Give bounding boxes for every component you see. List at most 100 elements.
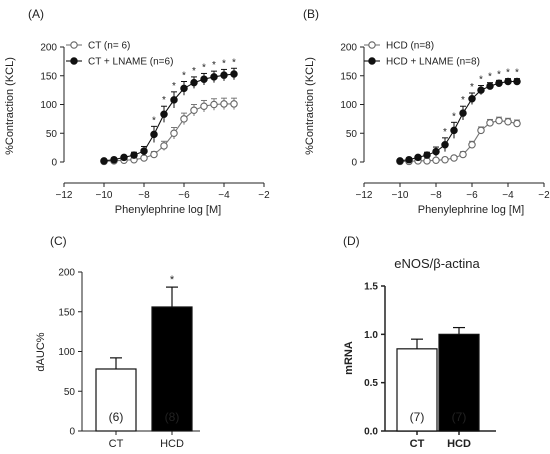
data-point <box>450 126 458 135</box>
y-tick-label: 0 <box>51 158 57 169</box>
significance-star: * <box>515 68 519 79</box>
y-tick-label: 50 <box>64 387 76 398</box>
bar <box>396 348 438 432</box>
data-point <box>210 73 218 81</box>
y-tick-label: 1.0 <box>364 330 378 341</box>
y-tick-label: 0 <box>69 427 75 438</box>
data-point <box>120 153 128 162</box>
data-point <box>140 154 148 162</box>
data-point <box>441 155 449 164</box>
data-point <box>170 96 178 104</box>
data-point <box>432 156 440 165</box>
x-tick-label: −10 <box>392 190 409 201</box>
data-point <box>423 151 431 159</box>
data-point <box>486 119 494 127</box>
data-point <box>200 102 208 110</box>
x-tick-label: −6 <box>466 190 478 201</box>
x-tick-label: −4 <box>502 190 514 201</box>
legend-entry: CT (n= 6) <box>88 41 130 52</box>
x-tick-label: −12 <box>56 190 73 201</box>
y-tick-label: 50 <box>46 129 58 140</box>
data-point <box>477 126 485 135</box>
data-point <box>150 130 158 139</box>
panel-label-d: (D) <box>343 234 360 248</box>
data-point <box>190 78 198 87</box>
data-point <box>210 100 218 109</box>
data-point <box>180 115 188 123</box>
plot-area: CT (n= 6) CT + LNAME (n=6) * * * * * * * * * <box>66 41 238 166</box>
panel-b: (B) %Contraction (KCL) Phenylephrine log… <box>303 7 550 216</box>
significance-star: * <box>470 82 474 93</box>
data-point <box>504 77 512 86</box>
y-axis-label: mRNA <box>343 341 355 375</box>
significance-star: * <box>212 60 216 71</box>
y-tick-label: 150 <box>40 71 57 82</box>
significance-star: * <box>192 66 196 77</box>
data-point <box>432 147 440 156</box>
x-axis-label: Phenylephrine log [M] <box>418 204 524 216</box>
data-point <box>495 116 503 125</box>
significance-star: * <box>488 72 492 83</box>
data-point <box>140 147 148 155</box>
significance-star: * <box>452 111 456 122</box>
x-tick-label: −12 <box>356 190 373 201</box>
series-line <box>103 73 235 162</box>
data-point <box>396 157 404 165</box>
significance-star: * <box>443 127 447 138</box>
data-point <box>170 129 178 138</box>
panel-label-a: (A) <box>28 7 44 21</box>
data-point <box>150 150 158 159</box>
bar-n-label: (8) <box>165 410 180 424</box>
data-point <box>405 155 413 164</box>
y-axis-label: %Contraction (KCL) <box>304 57 316 155</box>
data-point <box>504 118 512 126</box>
legend-marker <box>70 41 78 49</box>
significance-star: * <box>170 274 175 286</box>
significance-star: * <box>232 57 236 68</box>
x-tick-label: −10 <box>96 190 113 201</box>
x-tick-label: CT <box>109 438 124 450</box>
panel-a: (A) %Contraction (KCL) Phenylephrine log… <box>4 7 270 216</box>
y-tick-label: 200 <box>58 268 75 279</box>
y-tick-label: 100 <box>340 100 357 111</box>
y-tick-label: 200 <box>40 43 57 54</box>
data-point <box>110 155 118 164</box>
y-tick-label: 0.0 <box>364 427 378 438</box>
data-point <box>513 77 521 86</box>
data-point <box>414 153 422 162</box>
data-point <box>459 150 467 159</box>
data-point <box>100 157 108 165</box>
data-point <box>130 151 138 159</box>
data-point <box>468 95 476 103</box>
plot-area: HCD (n=8) HCD + LNAME (n=8) * * * * * * * * * <box>364 41 521 166</box>
x-tick-label: −2 <box>538 190 550 201</box>
x-tick-label: −4 <box>218 190 230 201</box>
data-point <box>441 141 449 149</box>
legend-entry: CT + LNAME (n=6) <box>88 57 173 68</box>
x-tick-label: −8 <box>430 190 442 201</box>
y-tick-label: 0.5 <box>364 378 378 389</box>
legend-marker <box>70 57 78 65</box>
bar-n-label: (7) <box>452 410 467 424</box>
panel-d: (D) eNOS/β-actina mRNA 0.0 0.5 1.0 1.5 CT HCD… <box>343 234 496 450</box>
x-axis-label: Phenylephrine log [M] <box>115 204 221 216</box>
bar-n-label: (7) <box>410 410 425 424</box>
y-axis-label: dAUC% <box>35 332 47 371</box>
data-point <box>468 141 476 149</box>
y-tick-label: 200 <box>340 43 357 54</box>
axis-ticks: 0 50 100 150 200 −12 −10 −8 −6 −4 −2 <box>340 43 550 202</box>
legend-marker <box>368 57 376 65</box>
significance-star: * <box>182 71 186 82</box>
data-point <box>160 142 168 150</box>
axis-ticks: 0.0 0.5 1.0 1.5 CT HCD <box>364 282 496 450</box>
y-tick-label: 100 <box>58 347 75 358</box>
significance-star: * <box>497 69 501 80</box>
data-point <box>160 110 168 119</box>
data-point <box>220 100 228 108</box>
series-line <box>103 103 234 162</box>
data-point <box>180 84 188 93</box>
bar <box>438 333 480 432</box>
panel-label-b: (B) <box>303 7 319 21</box>
data-point <box>486 82 494 90</box>
significance-star: * <box>162 95 166 106</box>
